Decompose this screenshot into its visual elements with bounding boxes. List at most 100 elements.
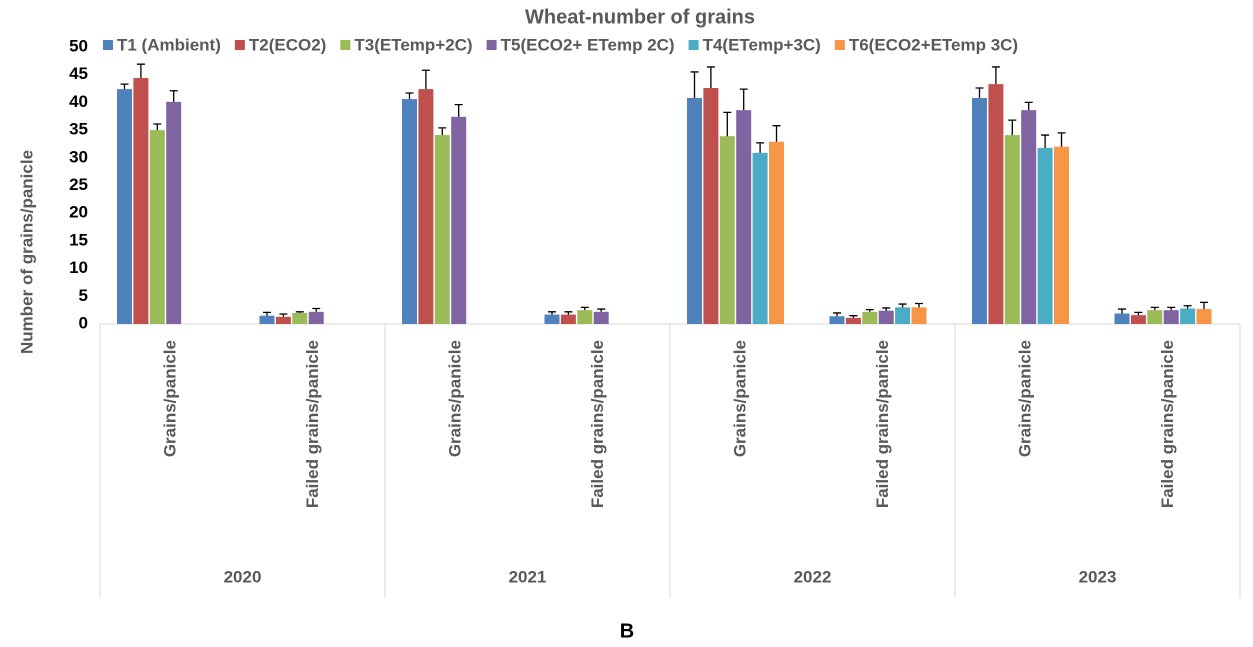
bar	[1114, 313, 1130, 324]
error-bar	[564, 311, 573, 315]
error-bar	[597, 308, 606, 312]
bar	[719, 136, 735, 324]
y-tick-label: 5	[79, 286, 88, 305]
legend-label: T5(ECO2+ ETemp 2C)	[501, 35, 675, 54]
bar	[560, 314, 576, 324]
error-bar	[120, 83, 129, 90]
group-label: 2023	[1079, 567, 1117, 586]
y-tick-label: 10	[69, 258, 88, 277]
bar	[769, 141, 784, 324]
error-bar	[1118, 308, 1126, 314]
error-bar	[706, 66, 715, 88]
y-axis-label: Number of grains/panicle	[17, 150, 36, 354]
error-bar	[421, 69, 430, 90]
error-bar	[312, 307, 321, 312]
bar	[687, 97, 702, 324]
legend-swatch	[234, 40, 245, 50]
y-tick-label: 35	[69, 120, 88, 139]
bar	[593, 311, 609, 324]
bar	[451, 116, 467, 324]
bar	[544, 314, 560, 324]
error-bar	[169, 90, 178, 102]
error-bar	[1008, 119, 1017, 136]
bar	[1163, 310, 1179, 324]
legend-swatch	[103, 40, 113, 50]
x-tick-label: Grains/panicle	[731, 340, 750, 457]
error-bar	[295, 311, 304, 313]
y-tick-label: 50	[69, 36, 88, 55]
bar	[1021, 110, 1037, 324]
legend-label: T2(ECO2)	[249, 35, 326, 54]
error-bar	[405, 92, 414, 100]
bar	[988, 84, 1004, 324]
error-bar	[1134, 311, 1143, 316]
legend-swatch	[340, 40, 351, 50]
bar	[1196, 309, 1212, 324]
y-tick-label: 15	[69, 230, 88, 249]
error-bar	[865, 308, 874, 312]
bar	[895, 307, 911, 324]
error-bar	[279, 313, 288, 317]
error-bar	[548, 311, 556, 315]
y-tick-label: 40	[69, 92, 88, 111]
legend-swatch	[486, 40, 497, 50]
chart-title: Wheat-number of grains	[525, 6, 755, 28]
error-bar	[1150, 306, 1159, 311]
bar	[752, 152, 768, 324]
legend-swatch	[688, 40, 699, 50]
caption: B	[620, 620, 634, 642]
y-tick-label: 45	[69, 64, 88, 83]
error-bar	[1041, 134, 1050, 148]
bar	[308, 311, 324, 324]
x-tick-label: Grains/panicle	[161, 340, 180, 457]
error-bar	[1057, 132, 1066, 147]
error-bar	[756, 142, 765, 153]
bar	[577, 310, 593, 324]
error-bar	[263, 311, 271, 316]
bar	[149, 130, 165, 324]
bar	[972, 97, 987, 324]
bar	[1004, 135, 1020, 324]
error-bar	[882, 307, 891, 311]
error-bar	[438, 127, 447, 136]
error-bar	[690, 71, 699, 98]
bar	[862, 311, 878, 324]
error-bar	[833, 312, 841, 317]
y-tick-label: 30	[69, 147, 88, 166]
y-tick-label: 0	[79, 313, 88, 332]
error-bar	[454, 103, 463, 117]
error-bar	[849, 315, 858, 318]
x-tick-label: Failed grains/panicle	[1158, 340, 1177, 508]
group-label: 2020	[224, 567, 262, 586]
bar	[845, 317, 861, 324]
bar	[292, 312, 308, 324]
bar	[418, 89, 434, 324]
error-bar	[1200, 301, 1208, 310]
legend-label: T6(ECO2+ETemp 3C)	[849, 35, 1018, 54]
x-tick-label: Failed grains/panicle	[303, 340, 322, 508]
group-label: 2022	[794, 567, 832, 586]
bar	[1180, 308, 1196, 324]
bar	[275, 316, 291, 324]
bar	[133, 78, 149, 324]
y-tick-label: 20	[69, 203, 88, 222]
y-tick-label: 25	[69, 175, 88, 194]
error-bar	[153, 123, 162, 131]
error-bar	[898, 303, 907, 308]
error-bar	[975, 87, 984, 98]
bar	[402, 99, 417, 325]
bar	[259, 315, 275, 324]
bar	[1054, 146, 1069, 324]
bar	[911, 307, 927, 324]
error-bar	[1024, 101, 1033, 111]
bar	[434, 135, 450, 324]
legend-label: T1 (Ambient)	[117, 35, 221, 54]
bar	[829, 316, 845, 324]
error-bar	[1167, 306, 1176, 311]
bar	[166, 101, 182, 324]
legend-label: T3(ETemp+2C)	[354, 35, 472, 54]
x-tick-label: Grains/panicle	[1016, 340, 1035, 457]
bar	[1037, 147, 1053, 324]
error-bar	[1183, 305, 1192, 309]
